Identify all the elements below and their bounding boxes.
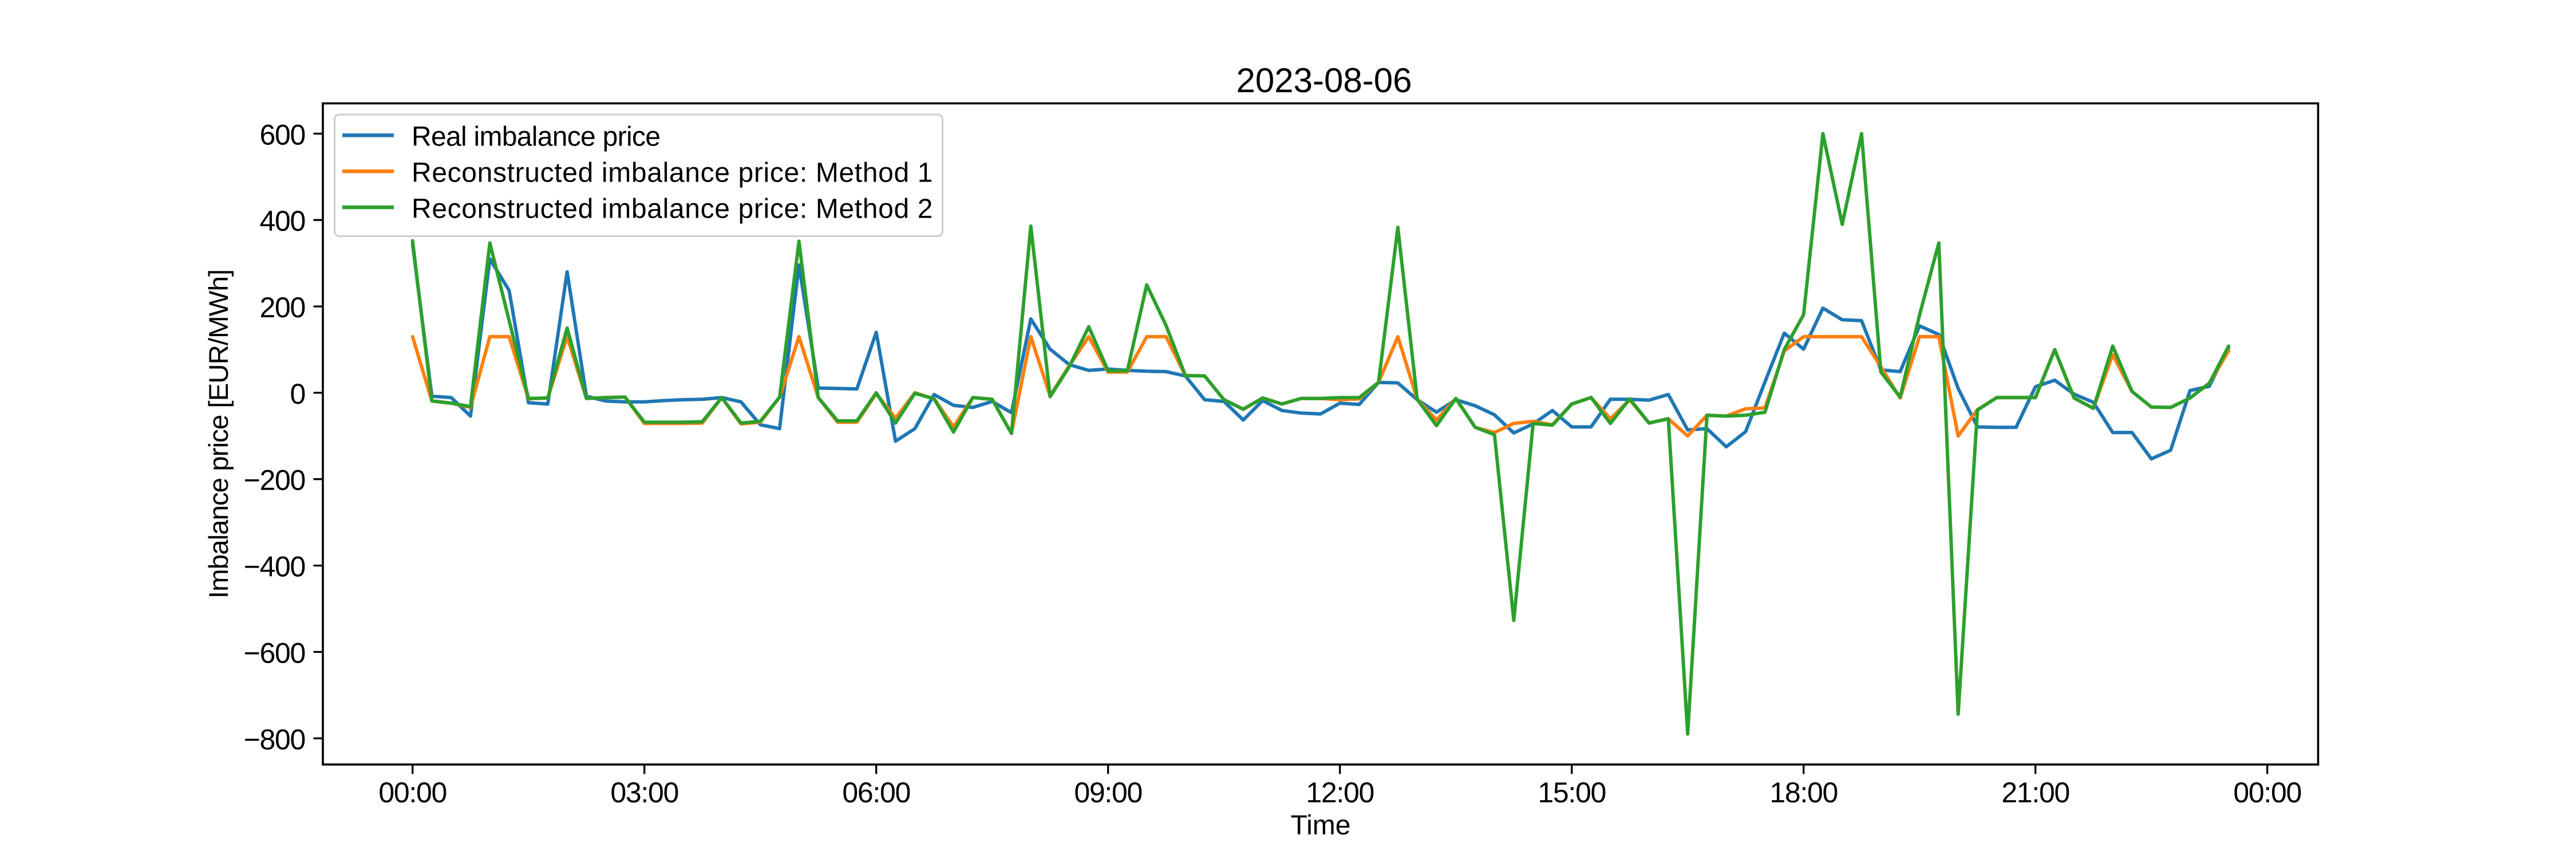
svg-text:−600: −600 [244,637,305,669]
svg-text:400: 400 [259,205,305,237]
svg-text:Time: Time [1291,810,1351,841]
svg-text:03:00: 03:00 [610,777,678,809]
svg-text:200: 200 [259,291,305,324]
svg-text:Reconstructed imbalance price:: Reconstructed imbalance price: Method 1 [412,157,933,188]
svg-text:12:00: 12:00 [1306,777,1374,809]
svg-text:00:00: 00:00 [2233,777,2301,809]
svg-text:15:00: 15:00 [1538,777,1606,809]
svg-text:2023-08-06: 2023-08-06 [1236,61,1412,100]
svg-text:−200: −200 [244,464,305,497]
svg-text:Imbalance price [EUR/MWh]: Imbalance price [EUR/MWh] [204,270,234,598]
svg-text:06:00: 06:00 [842,777,910,809]
svg-text:Reconstructed imbalance price:: Reconstructed imbalance price: Method 2 [412,194,933,224]
svg-text:18:00: 18:00 [1769,777,1838,809]
svg-text:09:00: 09:00 [1074,777,1142,809]
svg-text:21:00: 21:00 [2001,777,2069,809]
svg-text:−800: −800 [244,723,305,755]
svg-text:−400: −400 [244,551,305,583]
svg-text:Real imbalance price: Real imbalance price [412,122,660,152]
svg-text:00:00: 00:00 [378,777,447,809]
svg-text:600: 600 [259,119,305,151]
svg-text:0: 0 [290,378,305,410]
